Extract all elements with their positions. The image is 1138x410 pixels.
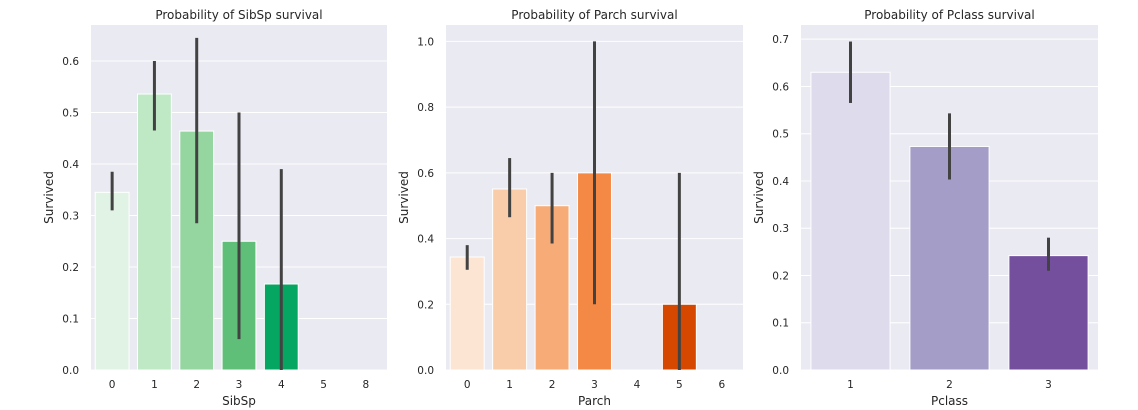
- x-tick-label: 1: [847, 379, 854, 391]
- y-tick-label: 0.7: [772, 34, 789, 46]
- y-tick-label: 0.5: [772, 129, 789, 141]
- y-tick-label: 0.1: [772, 318, 789, 330]
- y-tick-label: 0.0: [417, 365, 434, 377]
- x-tick-label: 2: [549, 379, 556, 391]
- x-axis-label: Parch: [578, 394, 611, 408]
- bar: [909, 145, 990, 371]
- chart-panel-2: 0.0 0.2 0.4 0.6 0.8 1.0 0 1 2 3 4 5 6 Probability of …: [397, 8, 743, 408]
- chart-title: Probability of Pclass survival: [864, 8, 1034, 22]
- bar: [810, 71, 891, 371]
- y-tick-label: 0.2: [62, 262, 79, 274]
- chart-panel-1: 0.0 0.1 0.2 0.3 0.4 0.5 0.6 0 1 2 3 4 5 8 Probability …: [42, 8, 387, 408]
- x-tick-label: 1: [506, 379, 513, 391]
- y-tick-label: 0.8: [417, 102, 434, 114]
- y-tick-label: 0.3: [62, 211, 79, 223]
- x-tick-label: 0: [464, 379, 471, 391]
- y-tick-label: 0.0: [62, 365, 79, 377]
- bar: [94, 191, 130, 371]
- x-tick-label: 8: [363, 379, 370, 391]
- bar: [1008, 255, 1089, 371]
- y-tick-label: 0.4: [772, 176, 789, 188]
- x-axis-label: Pclass: [931, 394, 968, 408]
- x-axis-label: SibSp: [222, 394, 256, 408]
- x-tick-label: 4: [278, 379, 285, 391]
- chart-title: Probability of SibSp survival: [155, 8, 322, 22]
- x-tick-label: 3: [236, 379, 243, 391]
- x-tick-label: 4: [634, 379, 641, 391]
- y-tick-label: 0.1: [62, 314, 79, 326]
- y-axis-label: Survived: [42, 171, 56, 224]
- x-tick-label: 6: [718, 379, 725, 391]
- y-axis-label: Survived: [752, 171, 766, 224]
- y-tick-label: 0.5: [62, 108, 79, 120]
- x-tick-label: 1: [151, 379, 158, 391]
- y-tick-label: 0.4: [62, 159, 79, 171]
- x-tick-label: 2: [193, 379, 200, 391]
- x-tick-label: 0: [109, 379, 116, 391]
- y-tick-label: 0.4: [417, 234, 434, 246]
- chart-panel-3: 0.0 0.1 0.2 0.3 0.4 0.5 0.6 0.7 1 2 3 Probability o…: [752, 8, 1098, 408]
- y-axis-label: Survived: [397, 171, 411, 224]
- y-tick-label: 0.6: [772, 81, 789, 93]
- x-tick-label: 2: [946, 379, 953, 391]
- bar: [449, 256, 485, 371]
- y-tick-label: 0.6: [62, 56, 79, 68]
- y-tick-label: 1.0: [417, 36, 434, 48]
- x-tick-label: 5: [676, 379, 683, 391]
- y-tick-label: 0.3: [772, 223, 789, 235]
- y-tick-label: 0.6: [417, 168, 434, 180]
- y-tick-label: 0.2: [772, 270, 789, 282]
- x-tick-label: 3: [1045, 379, 1052, 391]
- y-tick-label: 0.0: [772, 365, 789, 377]
- x-tick-label: 3: [591, 379, 598, 391]
- bar: [137, 93, 172, 371]
- y-tick-label: 0.2: [417, 299, 434, 311]
- x-tick-label: 5: [320, 379, 327, 391]
- chart-title: Probability of Parch survival: [511, 8, 677, 22]
